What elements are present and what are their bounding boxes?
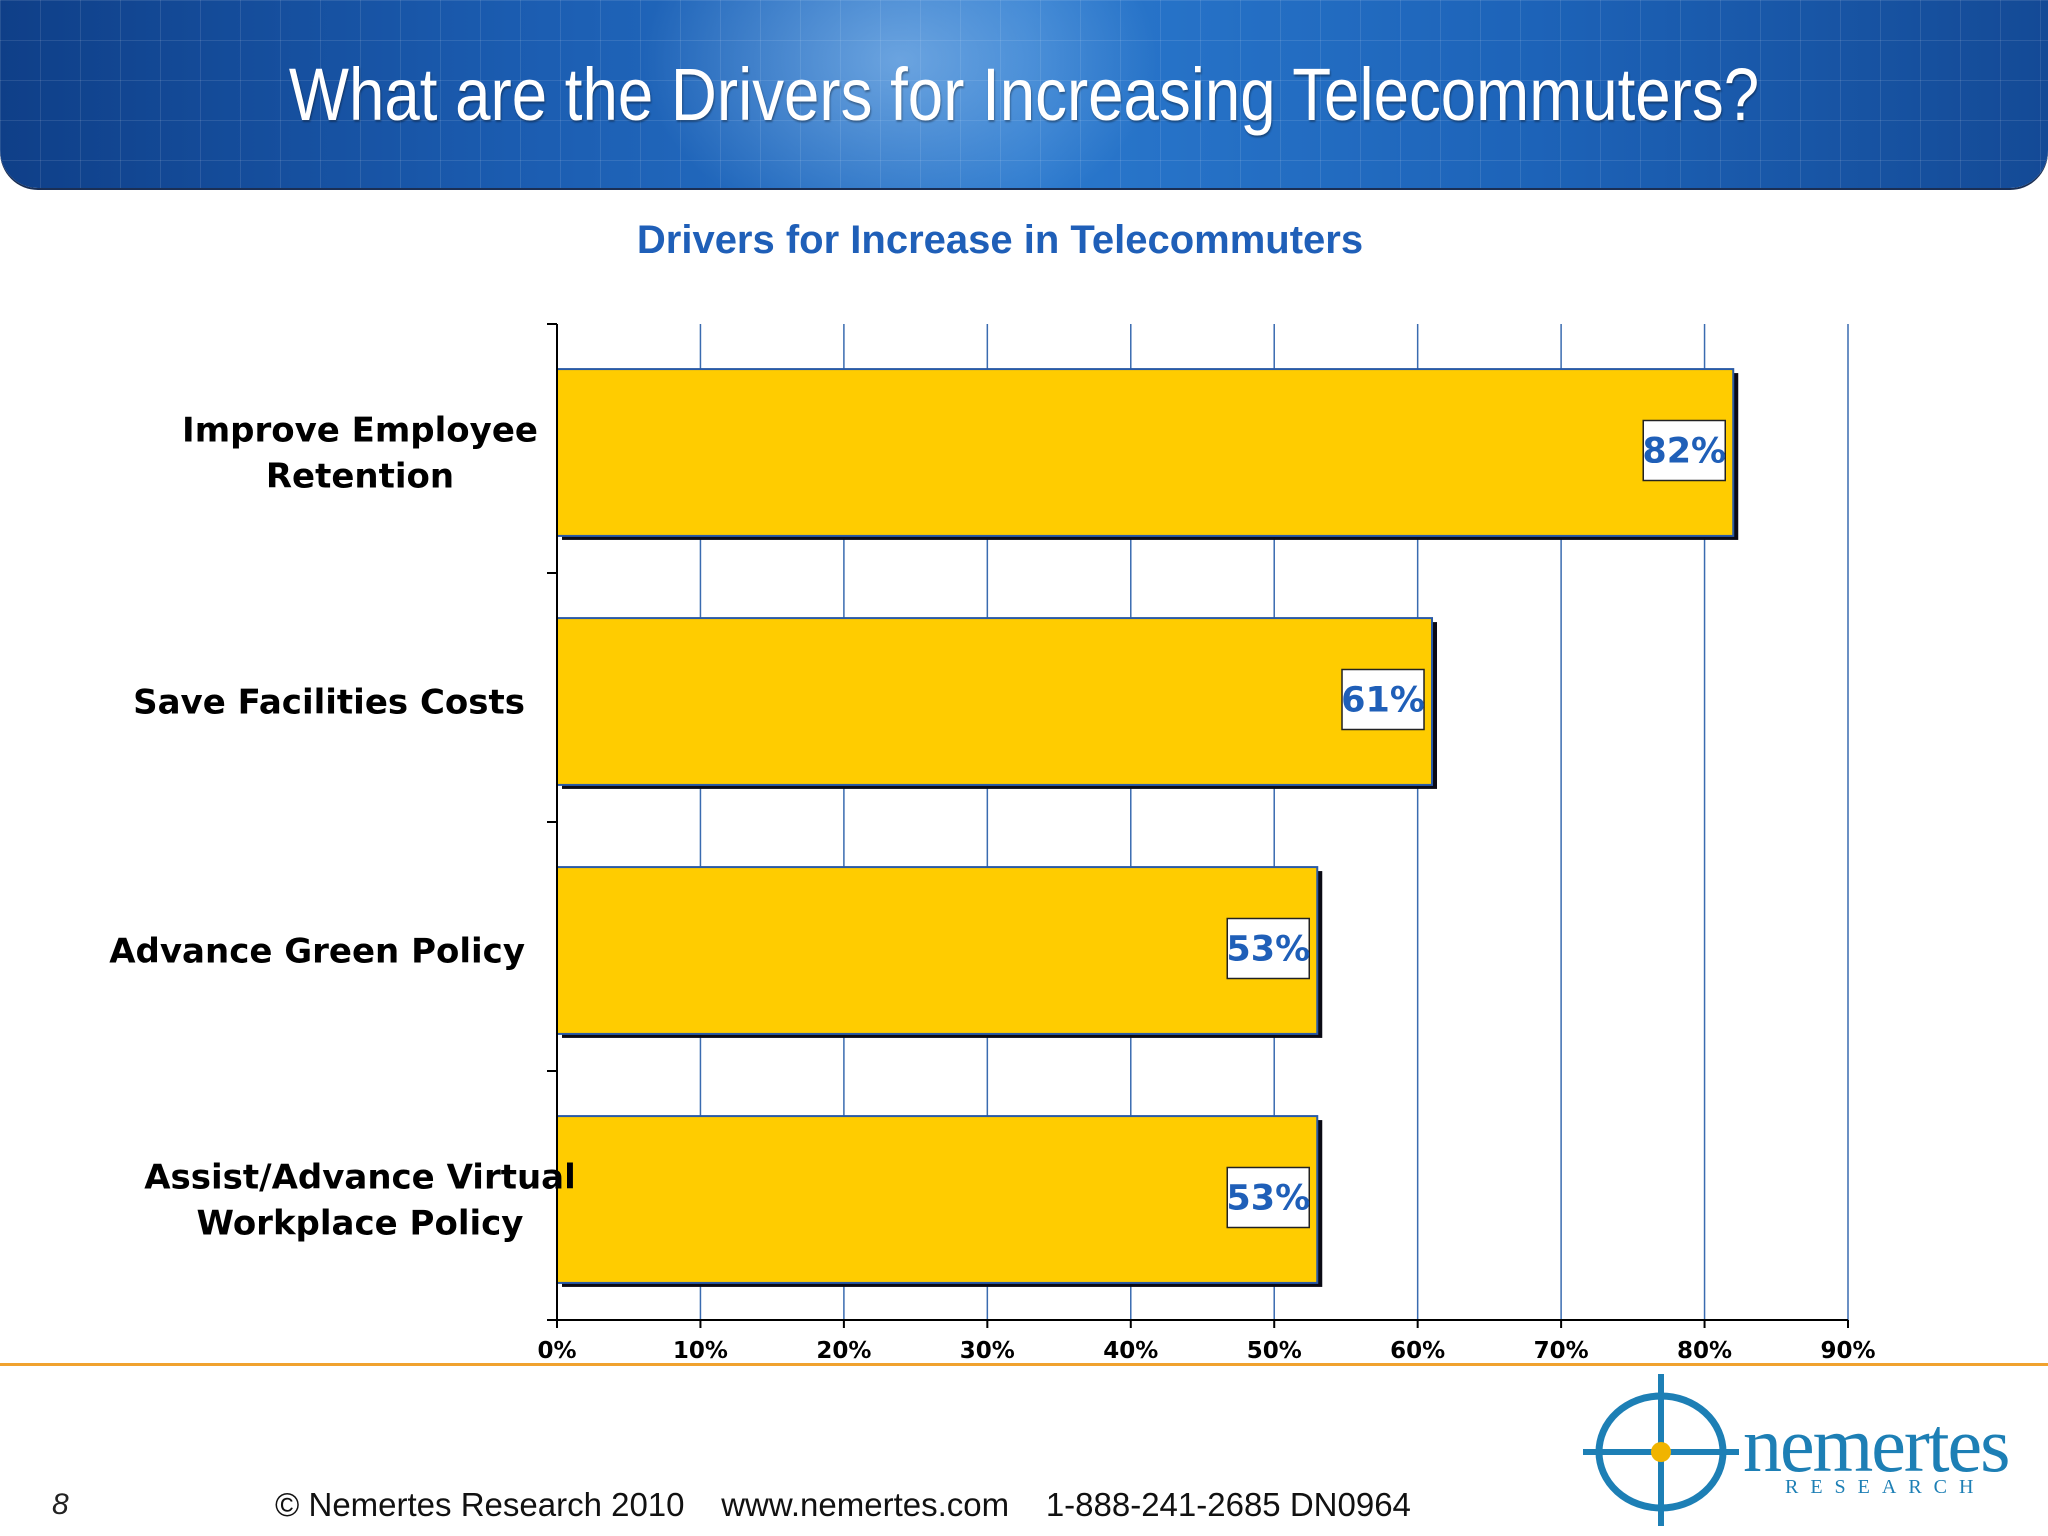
data-label-box (1226, 1166, 1311, 1229)
category-label: Retention (266, 457, 454, 497)
category-label: Advance Green Policy (109, 932, 525, 972)
x-tick-label: 30% (960, 1338, 1015, 1364)
category-label: Improve Employee (182, 411, 538, 451)
bar (556, 368, 1735, 537)
bar-chart: 0% 10% 20% 30% 40% 50% 60% 70% 80% 90% 82% Improve … (109, 323, 1876, 1365)
x-tick-label: 0% (537, 1338, 576, 1364)
footer-phone-doc: 1-888-241-2685 DN0964 (1045, 1486, 1411, 1523)
page-number: 8 (52, 1488, 69, 1521)
chart-title: Drivers for Increase in Telecommuters (636, 218, 1364, 262)
slide-title: What are the Drivers for Increasing Tele… (288, 53, 1760, 136)
x-tick-label: 10% (673, 1338, 728, 1364)
footer-website[interactable]: www.nemertes.com (721, 1486, 1010, 1523)
data-label-box (1642, 419, 1726, 482)
footer-rule (0, 1363, 2048, 1366)
data-label: 82% (1642, 432, 1726, 472)
bar (556, 866, 1319, 1035)
x-tick-label: 70% (1534, 1338, 1589, 1364)
logo-wordmark: nemertes (1743, 1401, 2011, 1488)
x-tick-label: 50% (1247, 1338, 1302, 1364)
bar (556, 1115, 1319, 1284)
banner-glow (640, 0, 1160, 188)
axes (547, 323, 1849, 1328)
x-tick-label: 80% (1677, 1338, 1732, 1364)
bars (556, 368, 1739, 1287)
nemertes-logo: nemertes RESEARCH (1575, 1370, 2035, 1530)
labels: 0% 10% 20% 30% 40% 50% 60% 70% 80% 90% 82% Improve … (109, 411, 1875, 1365)
category-label: Workplace Policy (197, 1204, 524, 1244)
footer-text: © Nemertes Research 2010 www.nemertes.co… (275, 1486, 1411, 1524)
data-label: 61% (1341, 681, 1425, 721)
data-label: 53% (1226, 930, 1310, 970)
x-tick-label: 90% (1820, 1338, 1875, 1364)
data-label: 53% (1226, 1179, 1310, 1219)
data-label-box (1341, 668, 1425, 731)
logo-subtitle: RESEARCH (1785, 1476, 1986, 1498)
category-label: Save Facilities Costs (133, 683, 525, 723)
x-tick-label: 20% (816, 1338, 871, 1364)
x-tick-label: 40% (1103, 1338, 1158, 1364)
bar (556, 617, 1434, 786)
footer-copyright: © Nemertes Research 2010 (275, 1486, 685, 1523)
compass-logo-icon (1583, 1374, 1739, 1526)
title-banner: What are the Drivers for Increasing Tele… (0, 0, 2048, 188)
data-label-box (1226, 917, 1311, 980)
category-label: Assist/Advance Virtual (144, 1158, 576, 1198)
banner-grid-pattern (0, 0, 2048, 188)
x-tick-label: 60% (1390, 1338, 1445, 1364)
